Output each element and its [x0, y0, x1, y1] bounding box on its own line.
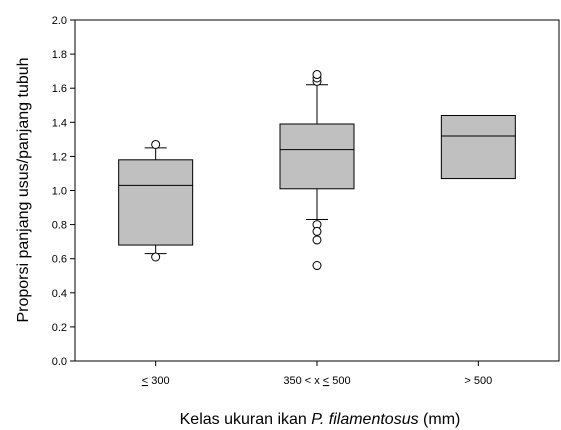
y-tick-label: 0.0	[52, 356, 67, 368]
plot-area-frame	[74, 19, 560, 362]
x-tick-label: < 300	[142, 375, 170, 387]
y-tick-label: 1.6	[52, 83, 67, 95]
y-tick-label: 1.8	[52, 49, 67, 61]
box-group	[118, 139, 194, 262]
y-tick-label: 2.0	[52, 15, 67, 27]
iqr-box	[279, 123, 355, 190]
box-series	[118, 70, 516, 271]
x-axis-label-prefix: Kelas ukuran ikan	[180, 411, 312, 428]
outlier-point	[312, 235, 322, 245]
outlier-point	[312, 226, 322, 236]
outlier-point	[151, 139, 161, 149]
x-tick-label: > 500	[464, 375, 492, 387]
y-tick-label: 0.2	[52, 322, 67, 334]
y-tick-label: 1.0	[52, 186, 67, 198]
box-group	[279, 70, 355, 271]
x-tick-label: 350 < x < 500	[283, 375, 350, 387]
iqr-box	[440, 114, 516, 180]
x-axis-label-species: P. filamentosus	[311, 411, 418, 428]
iqr-box	[118, 159, 194, 246]
outlier-point	[312, 70, 322, 80]
x-axis-label: Kelas ukuran ikan P. filamentosus (mm)	[180, 411, 461, 428]
y-tick-label: 1.4	[52, 117, 67, 129]
x-axis-ticks: < 300 350 < x < 500 > 500	[142, 361, 492, 387]
box-group	[440, 114, 516, 180]
y-tick-label: 0.8	[52, 220, 67, 232]
y-tick-label: 0.4	[52, 288, 67, 300]
x-axis-label-suffix: (mm)	[419, 411, 461, 428]
outlier-point	[312, 261, 322, 271]
y-axis-ticks: 0.0 0.2 0.4 0.6 0.8 1.0 1.2 1.4 1.6 1.8 2.0	[52, 15, 75, 368]
outlier-point	[151, 252, 161, 262]
y-axis-label: Proporsi panjang usus/panjang tubuh	[15, 57, 32, 322]
y-tick-label: 1.2	[52, 151, 67, 163]
y-tick-label: 0.6	[52, 254, 67, 266]
